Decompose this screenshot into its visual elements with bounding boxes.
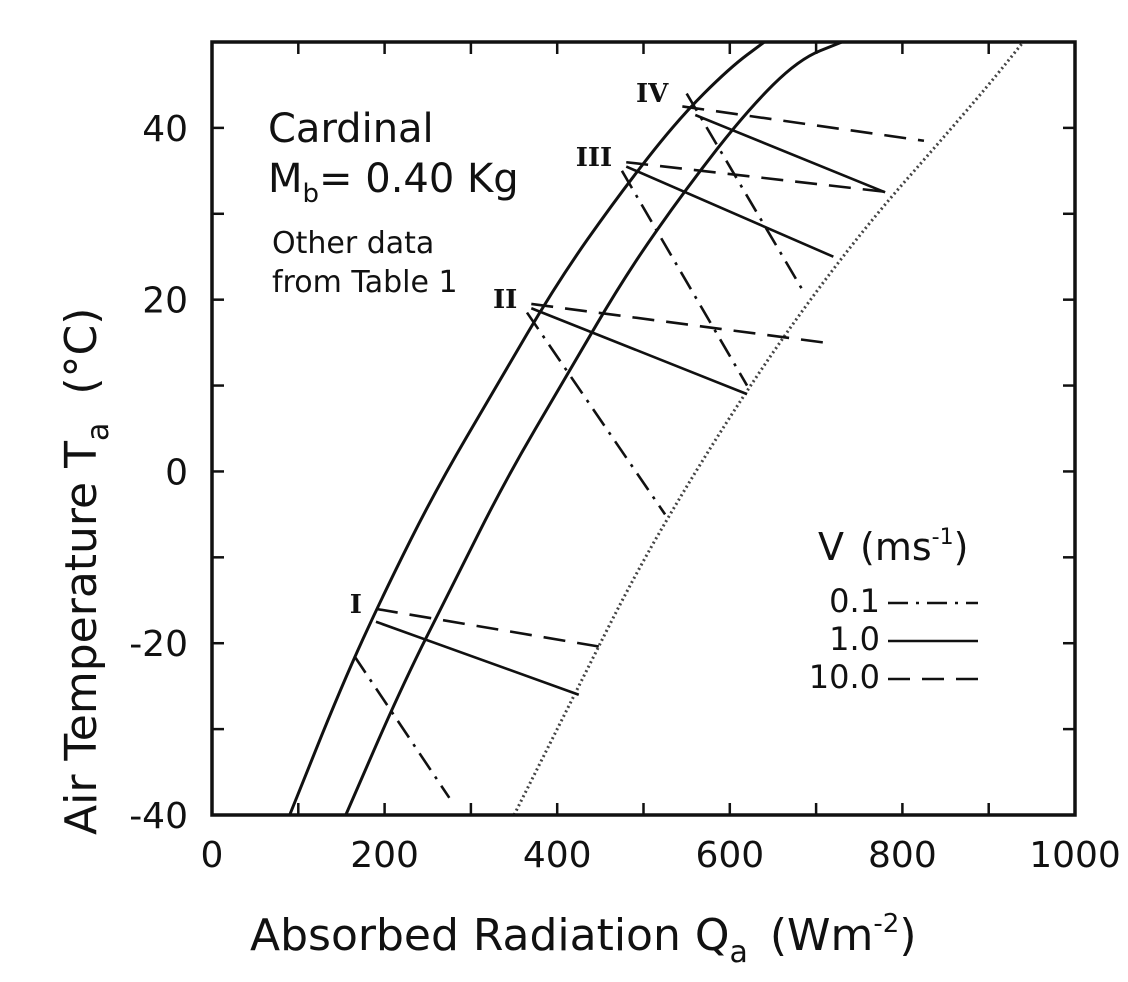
segment-dash-dot bbox=[353, 655, 451, 799]
x-axis-unit-close: ) bbox=[899, 910, 916, 961]
y-tick-labels: -40 -20 0 20 40 bbox=[129, 109, 188, 837]
boundary-curve-1 bbox=[288, 40, 766, 816]
segment-dashed bbox=[682, 105, 925, 143]
y-axis-unit: (°C) bbox=[56, 308, 107, 395]
annotation-mass: Mb= 0.40 Kg bbox=[268, 156, 519, 209]
x-tick-label: 600 bbox=[695, 835, 764, 876]
boundary-curve-3 bbox=[512, 41, 1025, 816]
region-I: I bbox=[350, 590, 605, 799]
y-axis-label-sub: a bbox=[81, 423, 116, 441]
legend-label: 0.1 bbox=[829, 582, 880, 620]
legend-unit: (ms bbox=[860, 525, 932, 569]
x-axis-label-text: Absorbed Radiation Q bbox=[250, 910, 729, 961]
y-tick-label: -40 bbox=[129, 796, 188, 837]
x-tick-label: 200 bbox=[350, 835, 419, 876]
legend-label: 1.0 bbox=[829, 620, 880, 658]
mass-symbol: M bbox=[268, 156, 303, 202]
x-tick-label: 800 bbox=[868, 835, 937, 876]
segment-dash-dot bbox=[685, 92, 805, 292]
plot-frame bbox=[210, 40, 1077, 817]
x-axis-unit-sup: -2 bbox=[873, 909, 899, 939]
y-tick-label: 20 bbox=[142, 281, 188, 322]
segment-dash-dot bbox=[620, 170, 749, 387]
region-II: II bbox=[493, 285, 825, 516]
segment-solid bbox=[625, 165, 834, 258]
y-axis-label: Air Temperature Ta (°C) bbox=[56, 308, 116, 835]
y-tick-label: 40 bbox=[142, 109, 188, 150]
region-label: III bbox=[576, 143, 613, 173]
region-label: I bbox=[350, 590, 362, 620]
x-tick-label: 1000 bbox=[1029, 835, 1121, 876]
y-axis-label-text: Air Temperature T bbox=[56, 441, 107, 835]
x-tick-label: 0 bbox=[201, 835, 224, 876]
x-tick-labels: 0 200 400 600 800 1000 bbox=[201, 835, 1121, 876]
annotation-note-2: from Table 1 bbox=[272, 265, 458, 300]
region-label: II bbox=[493, 285, 517, 315]
segment-dashed bbox=[626, 160, 890, 194]
annotation-note-1: Other data bbox=[272, 226, 434, 261]
region-IV: IV bbox=[636, 79, 925, 292]
boundary-curve-2 bbox=[344, 40, 843, 816]
mass-value: = 0.40 Kg bbox=[319, 156, 519, 202]
legend: V (ms-1) 0.11.010.0 bbox=[809, 525, 978, 696]
region-III: III bbox=[576, 143, 890, 387]
y-tick-label: -20 bbox=[129, 624, 188, 665]
y-tick-label: 0 bbox=[165, 452, 188, 493]
segment-solid bbox=[375, 620, 580, 696]
segment-dashed bbox=[375, 607, 605, 649]
legend-title: V (ms-1) bbox=[818, 525, 968, 569]
legend-symbol: V bbox=[818, 525, 844, 569]
x-axis-label: Absorbed Radiation Qa (Wm-2) bbox=[250, 909, 917, 970]
legend-label: 10.0 bbox=[809, 658, 880, 696]
mass-subscript: b bbox=[303, 179, 320, 209]
segment-solid bbox=[694, 113, 886, 194]
legend-unit-close: ) bbox=[954, 525, 969, 569]
segment-dashed bbox=[531, 302, 825, 344]
annotation-species: Cardinal bbox=[268, 106, 434, 152]
x-tick-label: 400 bbox=[523, 835, 592, 876]
boundary-curves bbox=[288, 40, 1025, 816]
legend-unit-sup: -1 bbox=[932, 525, 954, 550]
x-axis-label-sub: a bbox=[729, 935, 747, 970]
segment-dash-dot bbox=[525, 311, 667, 516]
region-label: IV bbox=[636, 79, 669, 109]
segment-solid bbox=[530, 307, 748, 396]
x-axis-unit: (Wm bbox=[770, 910, 874, 961]
